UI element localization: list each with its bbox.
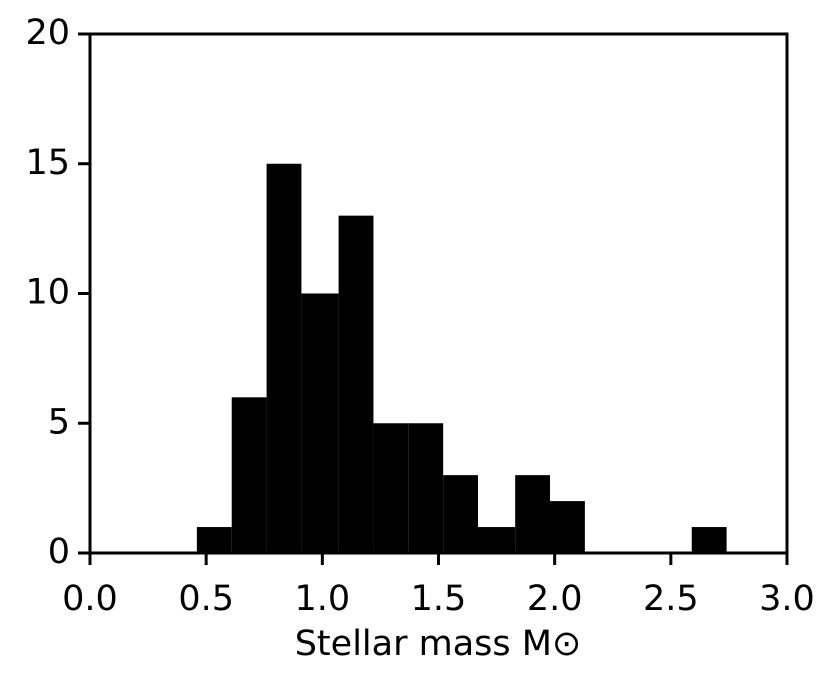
y-tick-label: 5	[48, 402, 70, 442]
bar	[408, 423, 444, 553]
x-axis-label: Stellar mass M⊙	[295, 624, 582, 664]
bar	[515, 475, 551, 553]
y-tick-label: 20	[25, 13, 70, 53]
x-tick-label: 1.0	[294, 579, 350, 619]
bar	[691, 527, 727, 553]
x-tick-label: 2.0	[527, 579, 583, 619]
x-tick-label: 1.5	[411, 579, 467, 619]
bar	[231, 397, 267, 553]
x-tick-label: 0.5	[178, 579, 234, 619]
y-tick-label: 15	[25, 143, 70, 183]
bar	[443, 475, 478, 553]
y-tick-label: 0	[48, 532, 70, 572]
x-tick-label: 3.0	[759, 579, 815, 619]
bar	[338, 215, 374, 553]
bar	[196, 527, 232, 553]
bar	[266, 163, 302, 553]
bar	[373, 423, 409, 553]
x-tick-label: 2.5	[643, 579, 699, 619]
bar	[550, 501, 585, 553]
y-tick-label: 10	[25, 273, 70, 313]
bar	[477, 527, 516, 553]
bar	[301, 293, 339, 553]
x-tick-label: 0.0	[62, 579, 118, 619]
